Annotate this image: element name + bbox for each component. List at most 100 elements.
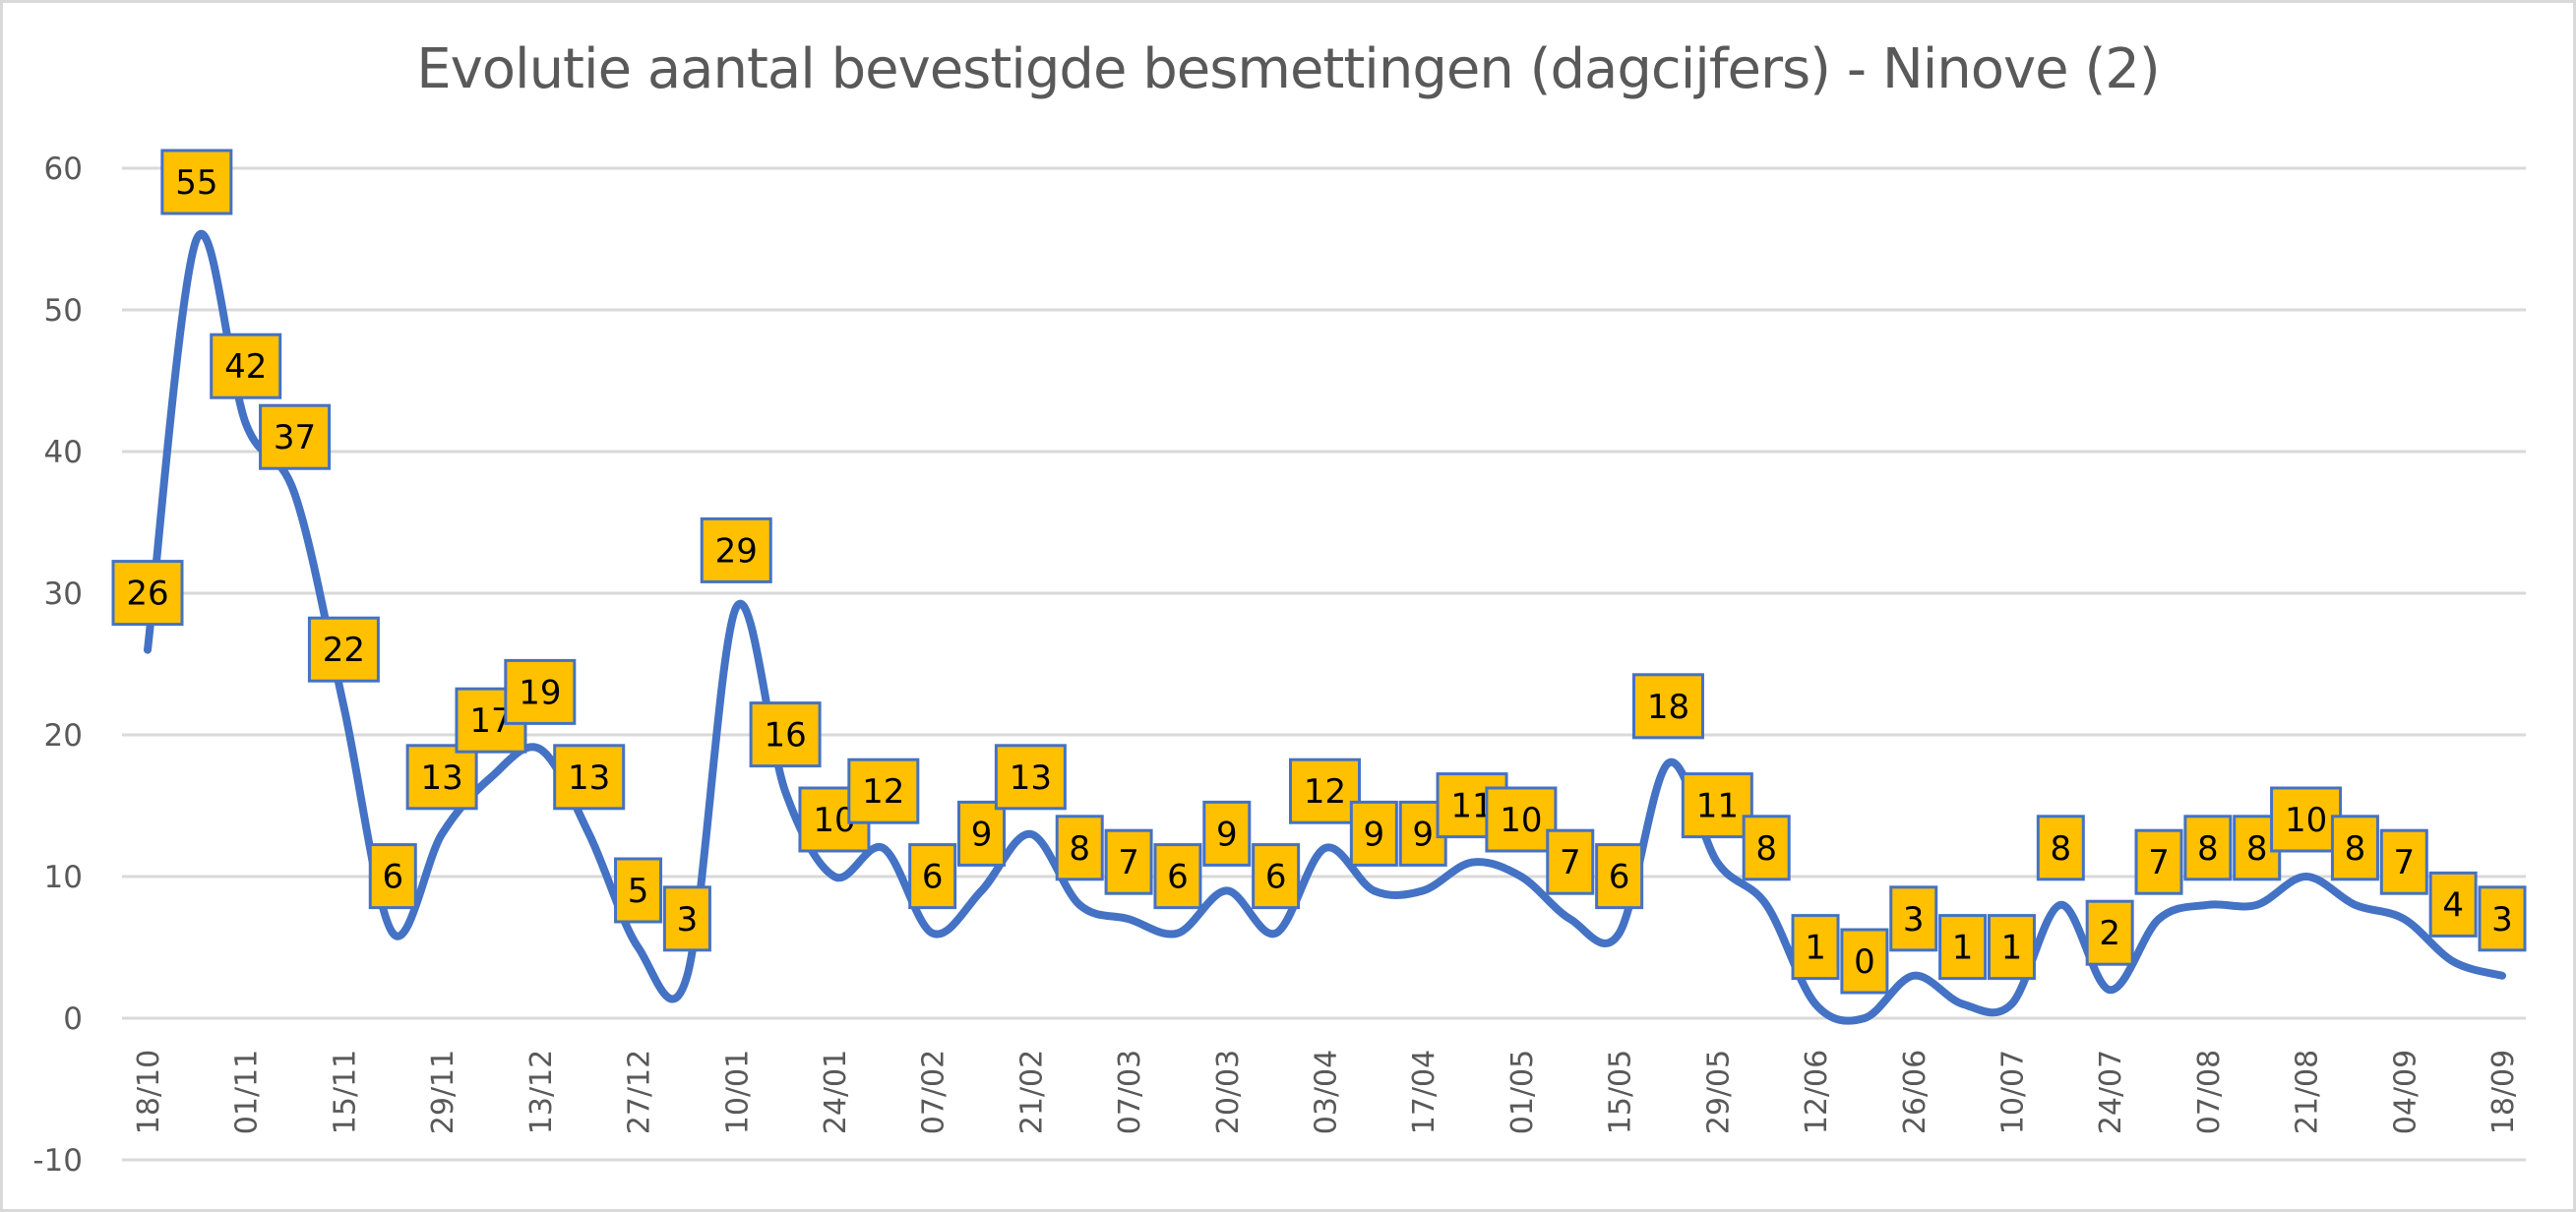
data-label: 3 xyxy=(1889,885,1938,952)
gridlines xyxy=(122,166,2526,1162)
data-label-box xyxy=(1791,914,1840,981)
data-label: 22 xyxy=(307,616,380,683)
data-label-text: 8 xyxy=(1755,829,1777,869)
data-label-text: 9 xyxy=(1412,815,1434,854)
data-point xyxy=(1468,859,1476,867)
data-label: 2 xyxy=(2085,899,2134,966)
x-tick-label: 15/05 xyxy=(1604,1050,1638,1134)
data-label-text: 19 xyxy=(519,673,561,712)
data-point xyxy=(1174,930,1182,938)
data-point xyxy=(635,943,643,951)
data-point xyxy=(732,603,740,611)
data-label: 26 xyxy=(111,560,184,627)
data-label: 7 xyxy=(1104,828,1153,895)
data-label: 19 xyxy=(504,658,577,725)
data-label-text: 10 xyxy=(1500,801,1542,840)
data-point xyxy=(242,419,250,427)
data-label-text: 6 xyxy=(1167,858,1189,897)
data-label-text: 8 xyxy=(2197,829,2219,869)
data-label: 6 xyxy=(1252,843,1301,910)
data-point xyxy=(1664,759,1672,767)
data-point xyxy=(2498,972,2506,980)
data-label: 8 xyxy=(2183,815,2233,881)
data-label: 7 xyxy=(1546,828,1595,895)
data-point xyxy=(1223,886,1231,894)
data-label-text: 18 xyxy=(1647,688,1689,727)
x-tick-label: 01/11 xyxy=(230,1050,265,1134)
data-point xyxy=(2155,915,2163,923)
x-tick-label: 17/04 xyxy=(1407,1050,1441,1134)
data-label-text: 6 xyxy=(1609,858,1630,897)
data-label-box xyxy=(1742,815,1791,881)
data-label: 10 xyxy=(2270,786,2343,853)
data-label: 9 xyxy=(957,800,1007,867)
data-label: 6 xyxy=(908,843,957,910)
data-label-text: 13 xyxy=(1010,758,1052,798)
data-point xyxy=(880,844,888,852)
data-label-text: 26 xyxy=(126,575,168,614)
data-label-text: 1 xyxy=(1805,929,1826,968)
data-label: 3 xyxy=(662,885,711,952)
data-label: 18 xyxy=(1631,673,1704,740)
data-point xyxy=(2007,1000,2015,1008)
data-label-text: 2 xyxy=(2099,914,2120,953)
data-label-text: 37 xyxy=(274,418,316,457)
data-point xyxy=(2253,901,2261,909)
data-label-box xyxy=(368,843,417,910)
y-tick-label: 40 xyxy=(44,435,83,470)
data-label-box xyxy=(307,616,380,683)
data-point xyxy=(1370,886,1378,894)
data-point xyxy=(2056,901,2064,909)
data-label: 5 xyxy=(614,857,663,924)
data-label: 8 xyxy=(2036,815,2085,881)
data-label-box xyxy=(847,758,920,824)
x-tick-label: 29/05 xyxy=(1701,1050,1736,1134)
data-label: 4 xyxy=(2428,871,2478,938)
x-tick-label: 04/09 xyxy=(2388,1050,2423,1134)
data-label-box xyxy=(908,843,957,910)
series-line xyxy=(144,230,2506,1025)
data-label-text: 13 xyxy=(420,758,462,798)
data-label-text: 12 xyxy=(862,772,904,812)
data-point xyxy=(2106,986,2114,994)
data-label-text: 3 xyxy=(2491,900,2513,939)
data-point xyxy=(291,490,299,498)
series-line-ninove xyxy=(144,230,2506,1025)
data-label-text: 12 xyxy=(1304,772,1346,812)
data-point xyxy=(1125,915,1133,923)
x-tick-label: 12/06 xyxy=(1800,1050,1834,1134)
data-label-text: 8 xyxy=(2050,829,2071,869)
data-point xyxy=(1861,1014,1869,1022)
x-tick-label: 10/01 xyxy=(720,1050,755,1134)
data-point xyxy=(389,930,397,938)
data-label-box xyxy=(1202,800,1252,867)
data-label-box xyxy=(1104,828,1153,895)
data-label-text: 29 xyxy=(715,531,758,571)
data-point xyxy=(683,972,691,980)
y-tick-label: 20 xyxy=(44,718,83,754)
data-label: 37 xyxy=(259,403,332,470)
data-label-box xyxy=(2478,885,2527,952)
data-label-box xyxy=(1485,786,1558,853)
y-tick-label: 50 xyxy=(44,293,83,329)
data-label-box xyxy=(1987,914,2036,981)
data-label-text: 0 xyxy=(1854,942,1875,982)
data-label: 8 xyxy=(1055,815,1104,881)
data-point xyxy=(1026,830,1034,838)
data-point xyxy=(585,830,593,838)
data-label-box xyxy=(504,658,577,725)
data-point xyxy=(1910,972,1918,980)
data-label-text: 6 xyxy=(1265,858,1287,897)
y-tick-label: -10 xyxy=(32,1143,83,1179)
data-label: 0 xyxy=(1840,928,1889,995)
data-label-text: 4 xyxy=(2442,885,2464,925)
data-label: 13 xyxy=(994,744,1067,811)
x-tick-label: 10/07 xyxy=(1995,1050,2030,1134)
data-point xyxy=(1321,844,1329,852)
data-label: 3 xyxy=(2478,885,2527,952)
data-label-text: 1 xyxy=(1952,929,1974,968)
data-label-box xyxy=(1681,772,1753,839)
data-label-text: 16 xyxy=(764,716,806,756)
data-point xyxy=(830,873,838,880)
data-label: 13 xyxy=(405,744,478,811)
